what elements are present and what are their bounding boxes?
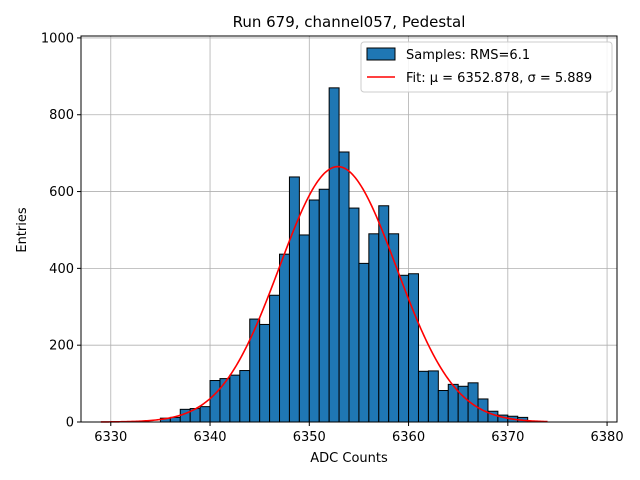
histogram-bar [378, 205, 390, 423]
histogram-bar [417, 370, 429, 423]
histogram-bar [427, 370, 439, 423]
x-tick-label: 6360 [392, 430, 425, 445]
histogram-bar [298, 234, 310, 423]
legend: Samples: RMS=6.1 Fit: μ = 6352.878, σ = … [360, 41, 613, 93]
histogram-bar [239, 370, 251, 423]
y-tick-label: 200 [49, 339, 74, 354]
fit-curve [100, 165, 548, 423]
x-tick-label: 6370 [491, 430, 524, 445]
x-axis-label: ADC Counts [310, 451, 388, 466]
histogram-bar [338, 151, 350, 423]
histogram-bar [457, 385, 469, 423]
y-tick-label: 800 [49, 108, 74, 123]
histogram-bar [358, 262, 370, 423]
histogram-bar [199, 406, 211, 423]
x-tick-label: 6330 [94, 430, 127, 445]
plot-frame [80, 35, 618, 423]
chart-title: Run 679, channel057, Pedestal [233, 13, 466, 31]
histogram-bar [318, 188, 330, 423]
histogram-bar [249, 318, 261, 423]
y-tick-label: 1000 [41, 31, 74, 46]
histogram-bar [348, 207, 360, 423]
histogram-bar [269, 294, 281, 423]
histogram-bar [179, 408, 191, 423]
y-tick-label: 0 [66, 416, 74, 431]
y-tick-label: 600 [49, 185, 74, 200]
histogram-bar [368, 233, 380, 423]
histogram-bar [437, 390, 449, 423]
histogram-bar [408, 273, 419, 423]
histogram-bar [288, 176, 300, 423]
histogram-bar [328, 87, 340, 423]
histogram-bar [229, 374, 241, 423]
x-tick-label: 6350 [293, 430, 326, 445]
y-tick-label: 400 [49, 262, 74, 277]
histogram-bar [279, 253, 290, 423]
legend-label-samples: Samples: RMS=6.1 [406, 48, 530, 63]
histogram-bars [159, 87, 529, 423]
y-axis-ticks: 0 200 400 600 800 1000 [41, 31, 81, 431]
histogram-bar [308, 199, 320, 423]
histogram-bar [259, 323, 271, 423]
x-axis-ticks: 6330 6340 6350 6360 6370 6380 [94, 422, 624, 445]
legend-box [360, 41, 613, 93]
histogram-bar [209, 380, 221, 423]
y-axis-label: Entries [15, 207, 30, 253]
x-tick-label: 6380 [591, 430, 624, 445]
x-tick-label: 6340 [193, 430, 226, 445]
legend-swatch-samples [366, 47, 396, 61]
legend-label-fit: Fit: μ = 6352.878, σ = 5.889 [406, 71, 592, 86]
histogram-bar [219, 378, 231, 423]
